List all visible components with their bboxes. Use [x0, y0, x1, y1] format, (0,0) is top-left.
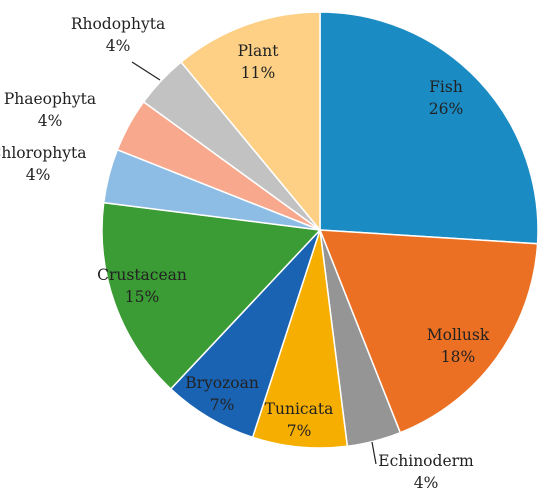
slice-label-rhodophyta: Rhodophyta	[71, 15, 165, 33]
slice-value-echinoderm: 4%	[414, 474, 439, 492]
pie-slice-fish	[319, 11, 539, 245]
slice-label-mollusk: Mollusk	[427, 326, 490, 344]
slice-value-mollusk: 18%	[441, 348, 475, 366]
leader-line-rhodophyta	[131, 61, 161, 81]
leader-line-echinoderm	[371, 441, 377, 465]
slice-value-fish: 26%	[429, 100, 463, 118]
slice-label-plant: Plant	[238, 42, 280, 60]
slice-label-echinoderm: Echinoderm	[378, 452, 474, 470]
slice-value-phaeophyta: 4%	[38, 112, 63, 130]
slice-value-crustacean: 15%	[125, 288, 159, 306]
pie-slice-crustacean	[101, 201, 322, 390]
slice-label-chlorophyta: Chlorophyta	[0, 144, 87, 162]
slice-value-plant: 11%	[241, 64, 275, 82]
slice-label-crustacean: Crustacean	[97, 266, 187, 284]
slice-value-chlorophyta: 4%	[26, 166, 51, 184]
slice-label-tunicata: Tunicata	[265, 400, 334, 418]
slice-value-rhodophyta: 4%	[106, 37, 131, 55]
slice-value-tunicata: 7%	[287, 422, 312, 440]
slice-label-bryozoan: Bryozoan	[185, 374, 259, 392]
slice-label-phaeophyta: Phaeophyta	[4, 90, 96, 108]
pie-slice-mollusk	[318, 229, 539, 434]
slice-label-fish: Fish	[429, 78, 463, 96]
slice-value-bryozoan: 7%	[210, 396, 235, 414]
pie-slice-plant	[179, 11, 321, 233]
